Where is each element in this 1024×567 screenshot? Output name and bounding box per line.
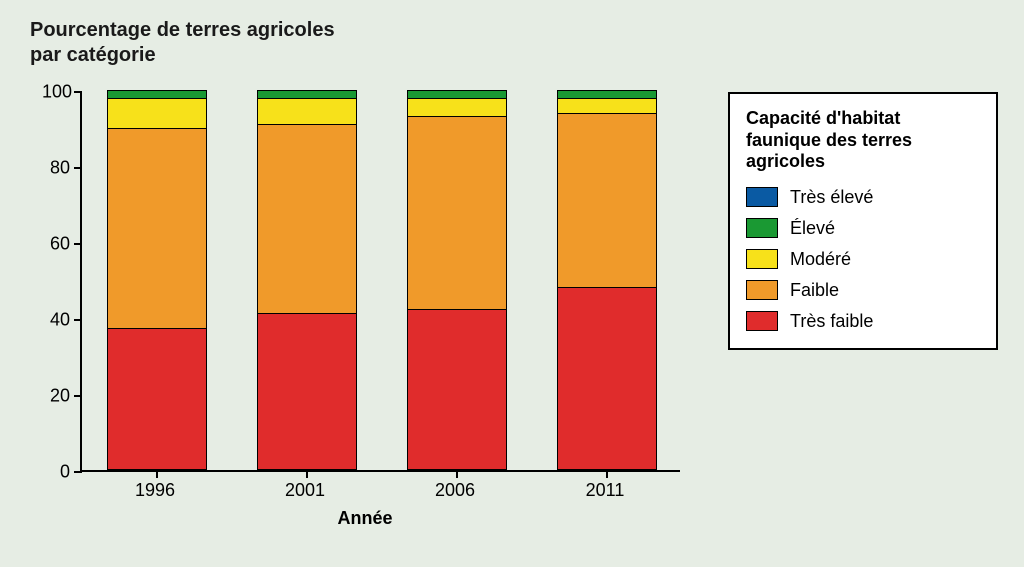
x-axis-label: Année bbox=[337, 508, 392, 529]
legend-title: Capacité d'habitat faunique des terres a… bbox=[746, 108, 980, 173]
x-tick bbox=[456, 470, 458, 478]
stacked-bar bbox=[557, 90, 657, 470]
x-tick-label: 2006 bbox=[435, 480, 475, 501]
legend-item-eleve: Élevé bbox=[746, 218, 980, 239]
legend-item-tres_eleve: Très élevé bbox=[746, 187, 980, 208]
stacked-bar bbox=[407, 90, 507, 470]
stacked-bar bbox=[257, 90, 357, 470]
bar-segment-tres_faible bbox=[408, 310, 506, 469]
y-tick-label: 80 bbox=[42, 158, 82, 179]
y-tick-label: 60 bbox=[42, 234, 82, 255]
bar-segment-eleve bbox=[108, 91, 206, 99]
legend-swatch bbox=[746, 218, 778, 238]
y-tick-label: 100 bbox=[42, 82, 82, 103]
bar-column bbox=[257, 92, 357, 470]
bar-segment-faible bbox=[408, 117, 506, 310]
legend-label: Très faible bbox=[790, 311, 873, 332]
legend-title-line3: agricoles bbox=[746, 151, 980, 173]
x-tick bbox=[156, 470, 158, 478]
bar-column bbox=[107, 92, 207, 470]
chart: 020406080100 Année 1996200120062011 bbox=[30, 92, 700, 522]
bar-column bbox=[407, 92, 507, 470]
legend-swatch bbox=[746, 311, 778, 331]
bar-segment-faible bbox=[108, 129, 206, 329]
legend-items: Très élevé Élevé Modéré Faible Très faible bbox=[746, 187, 980, 332]
plot-area: 020406080100 bbox=[80, 92, 680, 472]
legend-item-faible: Faible bbox=[746, 280, 980, 301]
y-tick-label: 0 bbox=[42, 462, 82, 483]
bar-segment-modere bbox=[558, 99, 656, 114]
bar-segment-tres_faible bbox=[558, 288, 656, 469]
legend-title-line2: faunique des terres bbox=[746, 130, 980, 152]
bar-segment-faible bbox=[258, 125, 356, 314]
legend-swatch bbox=[746, 187, 778, 207]
legend-label: Élevé bbox=[790, 218, 835, 239]
bars-container bbox=[82, 92, 680, 470]
bar-segment-tres_faible bbox=[258, 314, 356, 469]
x-tick-label: 2011 bbox=[586, 480, 625, 501]
y-tick-label: 40 bbox=[42, 310, 82, 331]
y-tick-label: 20 bbox=[42, 386, 82, 407]
chart-title-line2: par catégorie bbox=[30, 43, 335, 68]
chart-title-line1: Pourcentage de terres agricoles bbox=[30, 18, 335, 43]
legend-label: Très élevé bbox=[790, 187, 873, 208]
legend-swatch bbox=[746, 249, 778, 269]
stacked-bar bbox=[107, 90, 207, 470]
bar-segment-modere bbox=[408, 99, 506, 118]
bar-segment-tres_faible bbox=[108, 329, 206, 469]
bar-segment-eleve bbox=[408, 91, 506, 99]
bar-segment-faible bbox=[558, 114, 656, 288]
bar-segment-eleve bbox=[258, 91, 356, 99]
legend-item-tres_faible: Très faible bbox=[746, 311, 980, 332]
legend-swatch bbox=[746, 280, 778, 300]
bar-segment-eleve bbox=[558, 91, 656, 99]
bar-segment-modere bbox=[258, 99, 356, 125]
legend-label: Modéré bbox=[790, 249, 851, 270]
legend-item-modere: Modéré bbox=[746, 249, 980, 270]
chart-title: Pourcentage de terres agricoles par caté… bbox=[30, 18, 335, 68]
bar-segment-modere bbox=[108, 99, 206, 129]
x-tick-label: 1996 bbox=[135, 480, 175, 501]
x-tick-label: 2001 bbox=[285, 480, 325, 501]
x-tick bbox=[606, 470, 608, 478]
bar-column bbox=[557, 92, 657, 470]
legend-label: Faible bbox=[790, 280, 839, 301]
x-tick bbox=[306, 470, 308, 478]
legend: Capacité d'habitat faunique des terres a… bbox=[728, 92, 998, 350]
legend-title-line1: Capacité d'habitat bbox=[746, 108, 980, 130]
